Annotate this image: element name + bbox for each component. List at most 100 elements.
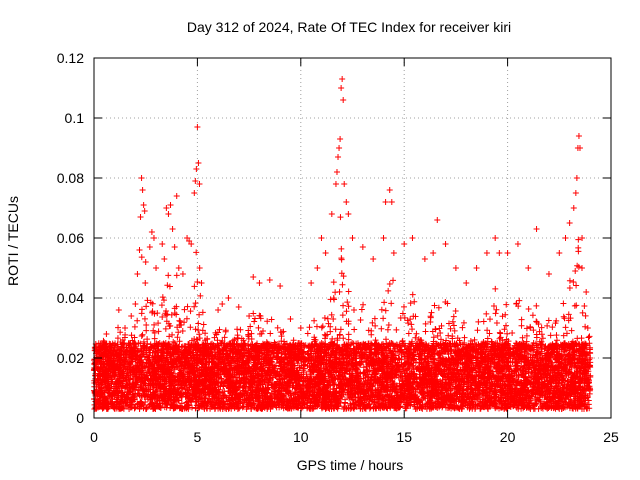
data-point <box>571 302 578 309</box>
data-point <box>459 324 466 331</box>
data-point <box>139 331 146 338</box>
data-point <box>216 326 223 333</box>
data-point <box>509 329 516 336</box>
data-point <box>329 335 336 342</box>
data-point <box>484 335 491 342</box>
data-points <box>91 76 594 412</box>
data-point <box>165 272 172 279</box>
data-point <box>340 335 347 342</box>
data-point <box>344 299 351 306</box>
data-point <box>499 313 506 320</box>
data-point <box>251 318 258 325</box>
data-point <box>248 330 255 337</box>
data-point <box>382 307 389 314</box>
data-point <box>195 320 202 327</box>
data-point <box>411 298 418 305</box>
data-point <box>169 331 176 338</box>
data-point <box>452 307 459 314</box>
data-point <box>179 327 186 334</box>
data-point <box>200 321 207 328</box>
data-point <box>570 279 577 286</box>
data-point <box>474 327 481 334</box>
data-point <box>196 311 203 318</box>
data-point <box>277 329 284 336</box>
data-point <box>340 302 347 309</box>
data-point <box>324 315 331 322</box>
data-point <box>518 322 525 329</box>
data-point <box>322 332 329 339</box>
data-point <box>572 268 579 275</box>
data-point <box>142 279 149 286</box>
data-point <box>562 324 569 331</box>
data-point <box>325 320 332 327</box>
data-point <box>350 306 357 313</box>
chart-title: Day 312 of 2024, Rate Of TEC Index for r… <box>187 19 511 35</box>
data-point <box>197 292 204 299</box>
data-point <box>173 272 180 279</box>
data-point <box>319 323 326 330</box>
data-point <box>191 303 198 310</box>
data-point <box>408 321 415 328</box>
data-point <box>585 334 592 341</box>
data-point <box>393 326 400 333</box>
data-point <box>175 329 182 336</box>
data-point <box>117 329 124 336</box>
data-point <box>566 285 573 292</box>
data-point <box>575 236 582 243</box>
data-point <box>492 285 499 292</box>
data-point <box>131 323 138 330</box>
data-point <box>480 318 487 325</box>
data-point <box>533 302 540 309</box>
data-point <box>461 334 468 341</box>
data-point <box>337 326 344 333</box>
data-point <box>192 326 199 333</box>
data-point <box>176 338 183 345</box>
data-point <box>385 321 392 328</box>
data-point <box>471 336 478 343</box>
data-point <box>525 305 532 312</box>
data-point <box>388 300 395 307</box>
data-point <box>144 336 151 343</box>
data-point <box>428 309 435 316</box>
data-point <box>549 324 556 331</box>
data-point <box>330 279 337 286</box>
data-point <box>345 318 352 325</box>
data-point <box>115 324 122 331</box>
data-point <box>384 326 391 333</box>
data-point <box>390 277 397 284</box>
data-point <box>196 331 203 338</box>
data-point <box>568 327 575 334</box>
data-point <box>412 334 419 341</box>
data-point <box>166 333 173 340</box>
data-point <box>431 302 438 309</box>
data-point <box>449 318 456 325</box>
data-point <box>338 255 345 262</box>
data-point <box>545 317 552 324</box>
data-point <box>357 317 364 324</box>
data-point <box>143 321 150 328</box>
data-point <box>475 318 482 325</box>
data-point <box>582 312 589 319</box>
data-point <box>369 319 376 326</box>
data-point <box>222 328 229 335</box>
data-point <box>381 299 388 306</box>
data-point <box>193 249 200 256</box>
data-point <box>166 283 173 290</box>
data-point <box>332 326 339 333</box>
data-point <box>586 333 593 340</box>
data-point <box>184 303 191 310</box>
data-point <box>255 324 262 331</box>
data-point <box>162 325 169 332</box>
data-point <box>345 336 352 343</box>
data-point <box>338 245 345 252</box>
data-point <box>274 324 281 331</box>
data-point <box>187 308 194 315</box>
data-point <box>199 309 206 316</box>
data-point <box>385 287 392 294</box>
data-point <box>234 326 241 333</box>
data-point <box>159 313 166 320</box>
data-point <box>187 324 194 331</box>
data-point <box>237 326 244 333</box>
data-point <box>318 324 325 331</box>
